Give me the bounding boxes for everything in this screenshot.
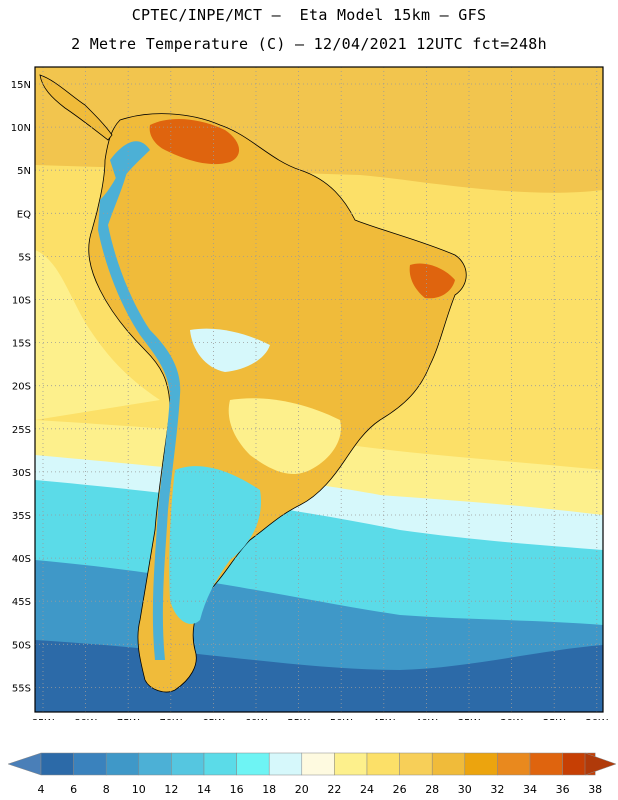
colorbar-cell (203, 752, 237, 776)
longitude-label: 30W (500, 718, 523, 720)
colorbar-cell (399, 752, 433, 776)
latitude-label: 20S (12, 382, 31, 393)
map-title-line-2: 2 Metre Temperature (C) – 12/04/2021 12U… (71, 35, 547, 53)
colorbar-cell (105, 752, 140, 776)
colorbar-high-arrow (584, 752, 617, 776)
colorbar-cell (497, 752, 531, 776)
colorbar-tick-label: 12 (164, 783, 178, 796)
latitude-label: EQ (17, 209, 31, 220)
colorbar-tick-label: 20 (295, 783, 309, 796)
colorbar-tick-label: 10 (132, 783, 146, 796)
latitude-label: 15N (11, 80, 31, 91)
colorbar-cell (464, 752, 498, 776)
latitude-label: 30S (12, 468, 31, 479)
cold-region-patagonia (169, 466, 261, 624)
latitude-label: 10N (11, 123, 31, 134)
latitude-labels: 15N 10N 5N EQ 5S 10S 15S 20S 25S 30S 35S 40S 45S 50S 5… (11, 80, 31, 694)
colorbar-cell (171, 752, 205, 776)
longitude-label: 75W (117, 718, 140, 720)
colorbar-tick-label: 38 (588, 783, 602, 796)
cool-region-bolivia (190, 328, 270, 372)
colorbar-tick-label: 14 (197, 783, 211, 796)
colorbar-tick-labels: 4 6 8 10 12 14 16 18 20 22 24 26 28 30 32 34 36 38 (38, 783, 603, 796)
colorbar-cell (138, 752, 172, 776)
colorbar-cell (301, 752, 335, 776)
colorbar-tick-label: 32 (490, 783, 504, 796)
colorbar-cell (40, 752, 74, 776)
longitude-label: 50W (330, 718, 353, 720)
map-title-line-1: CPTEC/INPE/MCT – Eta Model 15km – GFS (131, 6, 487, 24)
longitude-label: 80W (74, 718, 97, 720)
longitude-label: 55W (287, 718, 310, 720)
latitude-label: 40S (12, 554, 31, 565)
colorbar-tick-label: 22 (327, 783, 341, 796)
colorbar-cell (236, 752, 270, 776)
colorbar-cells (40, 752, 596, 776)
longitude-label: 65W (202, 718, 225, 720)
latitude-label: 5S (18, 252, 31, 263)
longitude-label: 85W (32, 718, 55, 720)
latitude-label: 35S (12, 511, 31, 522)
latitude-label: 25S (12, 425, 31, 436)
latitude-label: 5N (17, 166, 31, 177)
colorbar-cell (366, 752, 400, 776)
colorbar-cell (334, 752, 368, 776)
colorbar-cell (73, 752, 107, 776)
pacific-mild-strip (35, 250, 160, 420)
map-field (35, 67, 603, 712)
colorbar-tick-label: 8 (103, 783, 110, 796)
longitude-label: 70W (159, 718, 182, 720)
longitude-label: 35W (458, 718, 481, 720)
longitude-label: 25W (543, 718, 566, 720)
temperature-colorbar: 4 6 8 10 12 14 16 18 20 22 24 26 28 30 32 34 36 38 (7, 752, 617, 796)
graticule (35, 67, 603, 712)
longitude-label: 40W (415, 718, 438, 720)
longitude-label: 45W (372, 718, 395, 720)
colorbar-tick-label: 24 (360, 783, 374, 796)
colorbar-tick-label: 28 (425, 783, 439, 796)
latitude-label: 55S (12, 683, 31, 694)
colorbar-low-arrow (7, 752, 42, 776)
andes-cold-ridge (98, 165, 181, 660)
colorbar-tick-label: 26 (393, 783, 407, 796)
central-america-land (39, 74, 113, 141)
andes-north-cold (110, 141, 150, 185)
colorbar-cell (529, 752, 563, 776)
colorbar-tick-label: 16 (230, 783, 244, 796)
colorbar-tick-label: 36 (556, 783, 570, 796)
mild-region-south (228, 398, 341, 475)
hot-region-northeast (409, 263, 455, 299)
colorbar-cell (431, 752, 466, 776)
latitude-label: 50S (12, 640, 31, 651)
colorbar-tick-label: 6 (70, 783, 77, 796)
latitude-label: 10S (12, 296, 31, 307)
longitude-labels: 85W 80W 75W 70W 65W 60W 55W 50W 45W 40W 35W 30W 25W 2… (32, 718, 609, 720)
colorbar-tick-label: 34 (523, 783, 537, 796)
temperature-map: 85W 80W 75W 70W 65W 60W 55W 50W 45W 40W 35W 30W 25W 2… (11, 66, 609, 720)
longitude-label: 20W (585, 718, 608, 720)
colorbar-tick-label: 18 (262, 783, 276, 796)
latitude-label: 15S (12, 339, 31, 350)
hot-region-north (149, 118, 240, 165)
map-frame (34, 66, 604, 713)
colorbar-tick-label: 4 (38, 783, 45, 796)
colorbar-tick-label: 30 (458, 783, 472, 796)
longitude-label: 60W (245, 718, 268, 720)
latitude-label: 45S (12, 597, 31, 608)
colorbar-cell (268, 752, 303, 776)
